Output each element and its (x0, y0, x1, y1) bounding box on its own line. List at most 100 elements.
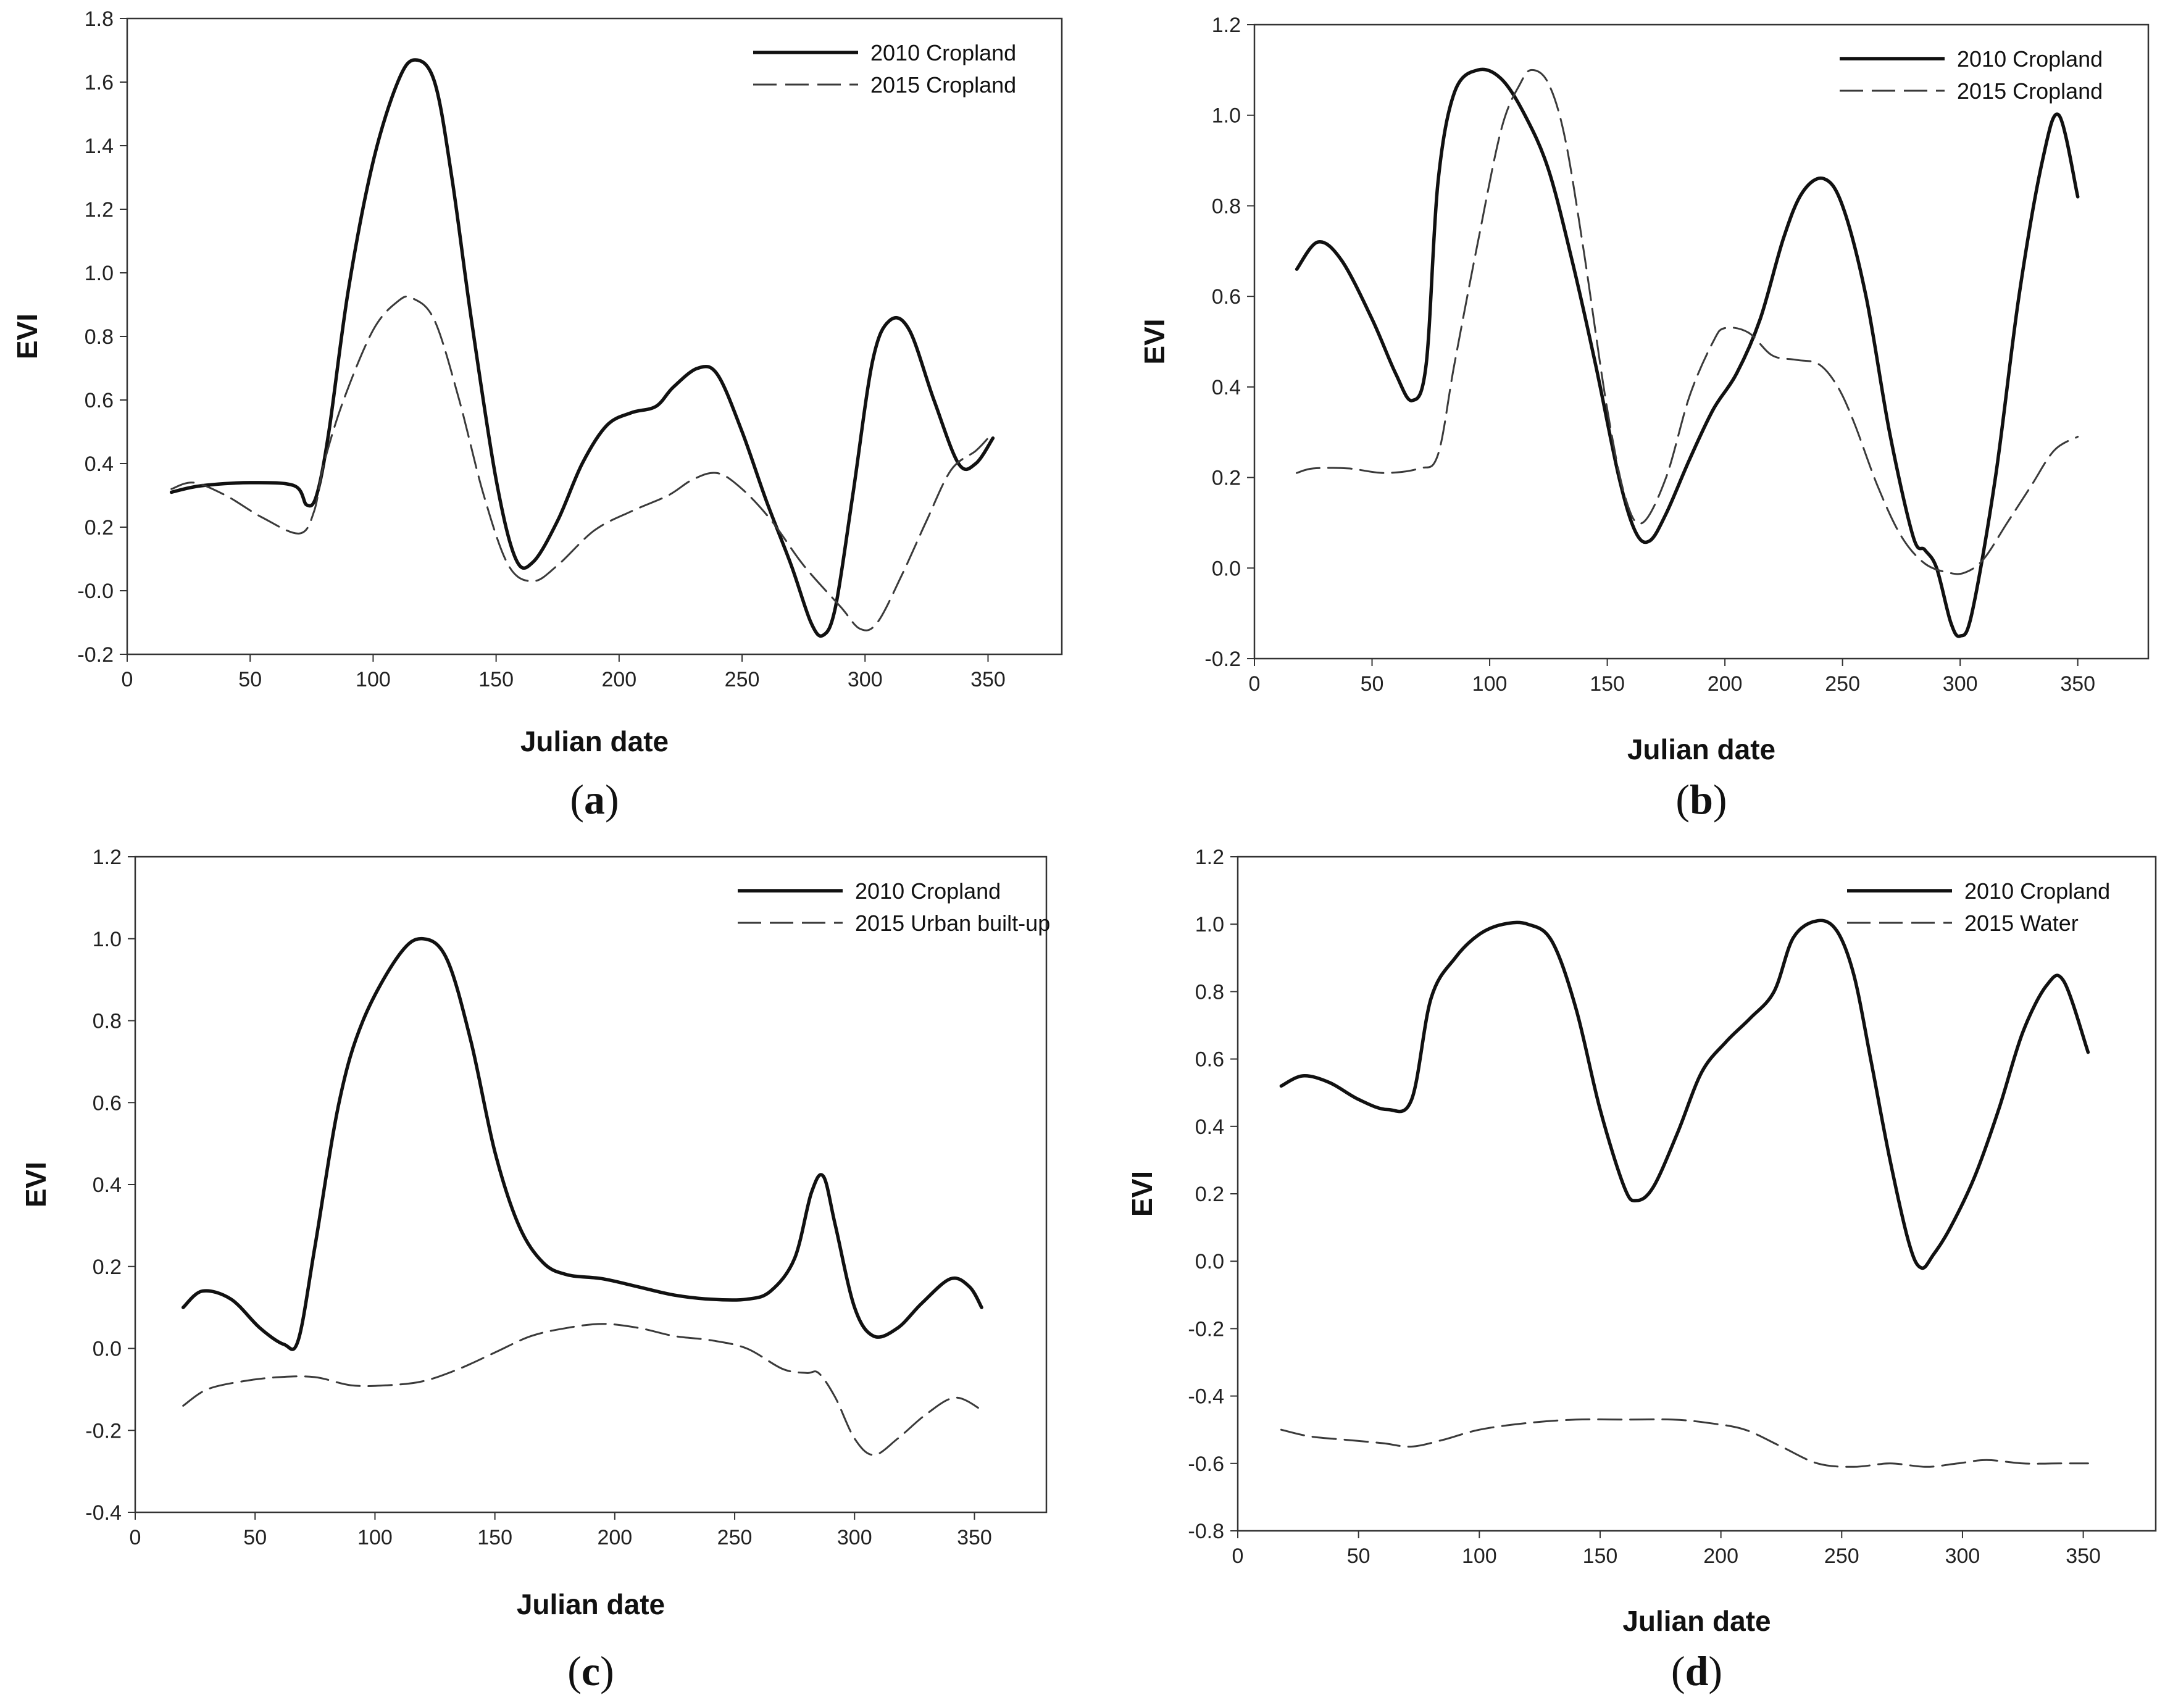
panel-label-close: ) (1713, 776, 1727, 823)
legend-label: 2010 Cropland (855, 878, 1001, 904)
x-tick-label: 0 (122, 668, 133, 691)
y-tick-label: 1.4 (85, 135, 114, 158)
panel-label-letter: d (1685, 1648, 1709, 1694)
legend-label: 2010 Cropland (1957, 46, 2103, 72)
y-tick-label: 1.2 (85, 198, 114, 222)
panel-label-letter: a (584, 776, 605, 823)
panel-label: (a) (570, 776, 619, 823)
legend-label: 2015 Cropland (1957, 78, 2103, 104)
y-tick-label: 0.2 (1195, 1183, 1224, 1206)
y-tick-label: 0.2 (93, 1256, 122, 1279)
x-tick-label: 150 (1583, 1544, 1618, 1568)
x-tick-label: 350 (2066, 1544, 2101, 1568)
x-tick-label: 50 (1361, 672, 1384, 696)
y-tick-label: 0.4 (1212, 376, 1241, 399)
y-tick-label: 0.0 (93, 1338, 122, 1361)
panel-label-close: ) (1708, 1648, 1722, 1694)
y-axis-title: EVI (11, 314, 43, 359)
y-axis-title: EVI (20, 1162, 52, 1207)
x-tick-label: 100 (356, 668, 391, 691)
panel-a: 0 50 100 150 200 250 300 350 -0.2 -0.0 0.2 0.4 0.6 0.… (11, 7, 1063, 823)
series-line-dashed (170, 295, 989, 631)
panel-label: (b) (1675, 776, 1727, 823)
series-line-solid (181, 936, 983, 1351)
y-tick-label: -0.0 (77, 580, 114, 603)
x-tick-label: 250 (1825, 672, 1860, 696)
plot-frame (134, 856, 1048, 1514)
plot-frame (1253, 23, 2150, 660)
panel-label-letter: b (1690, 776, 1713, 823)
y-tick-label: 0.4 (85, 452, 114, 476)
series-line-dashed (1296, 69, 2079, 575)
panel-b: 0 50 100 150 200 250 300 350 -0.2 0.0 0.2 0.4 0.6 0.8… (1138, 14, 2150, 823)
x-tick-label: 50 (1347, 1544, 1370, 1568)
x-tick-label: 300 (837, 1526, 872, 1549)
x-tick-label: 250 (1824, 1544, 1859, 1568)
y-tick-label: -0.2 (77, 643, 114, 667)
panel-c: 0 50 100 150 200 250 300 350 -0.4 -0.2 0.0 0.2 0.4 0.… (20, 846, 1050, 1694)
x-tick-label: 350 (970, 668, 1006, 691)
panel-label-open: ( (1675, 776, 1690, 823)
x-tick-label: 350 (2060, 672, 2095, 696)
x-tick-label: 0 (130, 1526, 141, 1549)
x-tick-label: 0 (1249, 672, 1261, 696)
x-axis-title: Julian date (520, 725, 669, 757)
y-tick-label: 0.0 (1212, 557, 1241, 580)
y-axis-title: EVI (1138, 319, 1170, 364)
x-tick-label: 350 (957, 1526, 992, 1549)
y-tick-label: 0.6 (93, 1091, 122, 1115)
x-tick-label: 0 (1232, 1544, 1244, 1568)
series-line-dashed (182, 1323, 983, 1456)
x-tick-label: 150 (477, 1526, 512, 1549)
x-tick-label: 200 (601, 668, 636, 691)
x-axis-title: Julian date (1622, 1605, 1771, 1637)
y-tick-label: 1.0 (1195, 913, 1224, 936)
panel-label-open: ( (567, 1648, 582, 1694)
panel-label-letter: c (582, 1648, 600, 1694)
legend-label: 2010 Cropland (870, 40, 1016, 65)
x-axis-title: Julian date (517, 1588, 665, 1620)
y-tick-label: -0.2 (1204, 648, 1241, 671)
series-line-solid (1295, 67, 2080, 638)
y-tick-label: 1.2 (1195, 846, 1224, 869)
x-axis-title: Julian date (1627, 733, 1775, 765)
y-tick-label: -0.4 (1188, 1385, 1224, 1409)
panel-label-close: ) (605, 776, 619, 823)
y-tick-label: 1.0 (85, 262, 114, 285)
panel-label: (d) (1671, 1648, 1722, 1694)
panel-label-open: ( (1671, 1648, 1685, 1694)
y-tick-label: 1.2 (1212, 14, 1241, 37)
y-tick-label: 0.6 (1195, 1048, 1224, 1072)
x-tick-label: 200 (1703, 1544, 1738, 1568)
series-line-solid (1279, 919, 2090, 1270)
y-tick-label: 0.4 (93, 1173, 122, 1197)
y-tick-label: 0.8 (1195, 980, 1224, 1004)
x-tick-label: 250 (725, 668, 760, 691)
panel-label-close: ) (600, 1648, 614, 1694)
y-tick-label: -0.8 (1188, 1520, 1224, 1543)
x-tick-label: 150 (478, 668, 514, 691)
y-tick-label: 0.2 (85, 516, 114, 539)
y-tick-label: 0.4 (1195, 1115, 1224, 1139)
y-tick-label: 0.8 (1212, 194, 1241, 218)
panel-label-open: ( (570, 776, 584, 823)
y-axis-title: EVI (1126, 1171, 1158, 1217)
series-line-solid (169, 58, 995, 638)
x-tick-label: 100 (1462, 1544, 1497, 1568)
x-tick-label: 100 (1472, 672, 1508, 696)
y-tick-label: -0.4 (85, 1501, 122, 1525)
x-tick-label: 250 (717, 1526, 753, 1549)
y-tick-label: 1.0 (93, 928, 122, 951)
legend-label: 2015 Urban built-up (855, 910, 1050, 936)
x-tick-label: 300 (848, 668, 883, 691)
x-tick-label: 100 (357, 1526, 393, 1549)
y-tick-label: -0.2 (85, 1419, 122, 1443)
y-tick-label: 0.6 (85, 389, 114, 412)
y-tick-label: -0.6 (1188, 1452, 1224, 1476)
x-tick-label: 150 (1590, 672, 1625, 696)
x-tick-label: 200 (597, 1526, 632, 1549)
x-tick-label: 50 (243, 1526, 267, 1549)
series-line-dashed (1280, 1418, 2089, 1468)
plot-frame (126, 17, 1063, 656)
